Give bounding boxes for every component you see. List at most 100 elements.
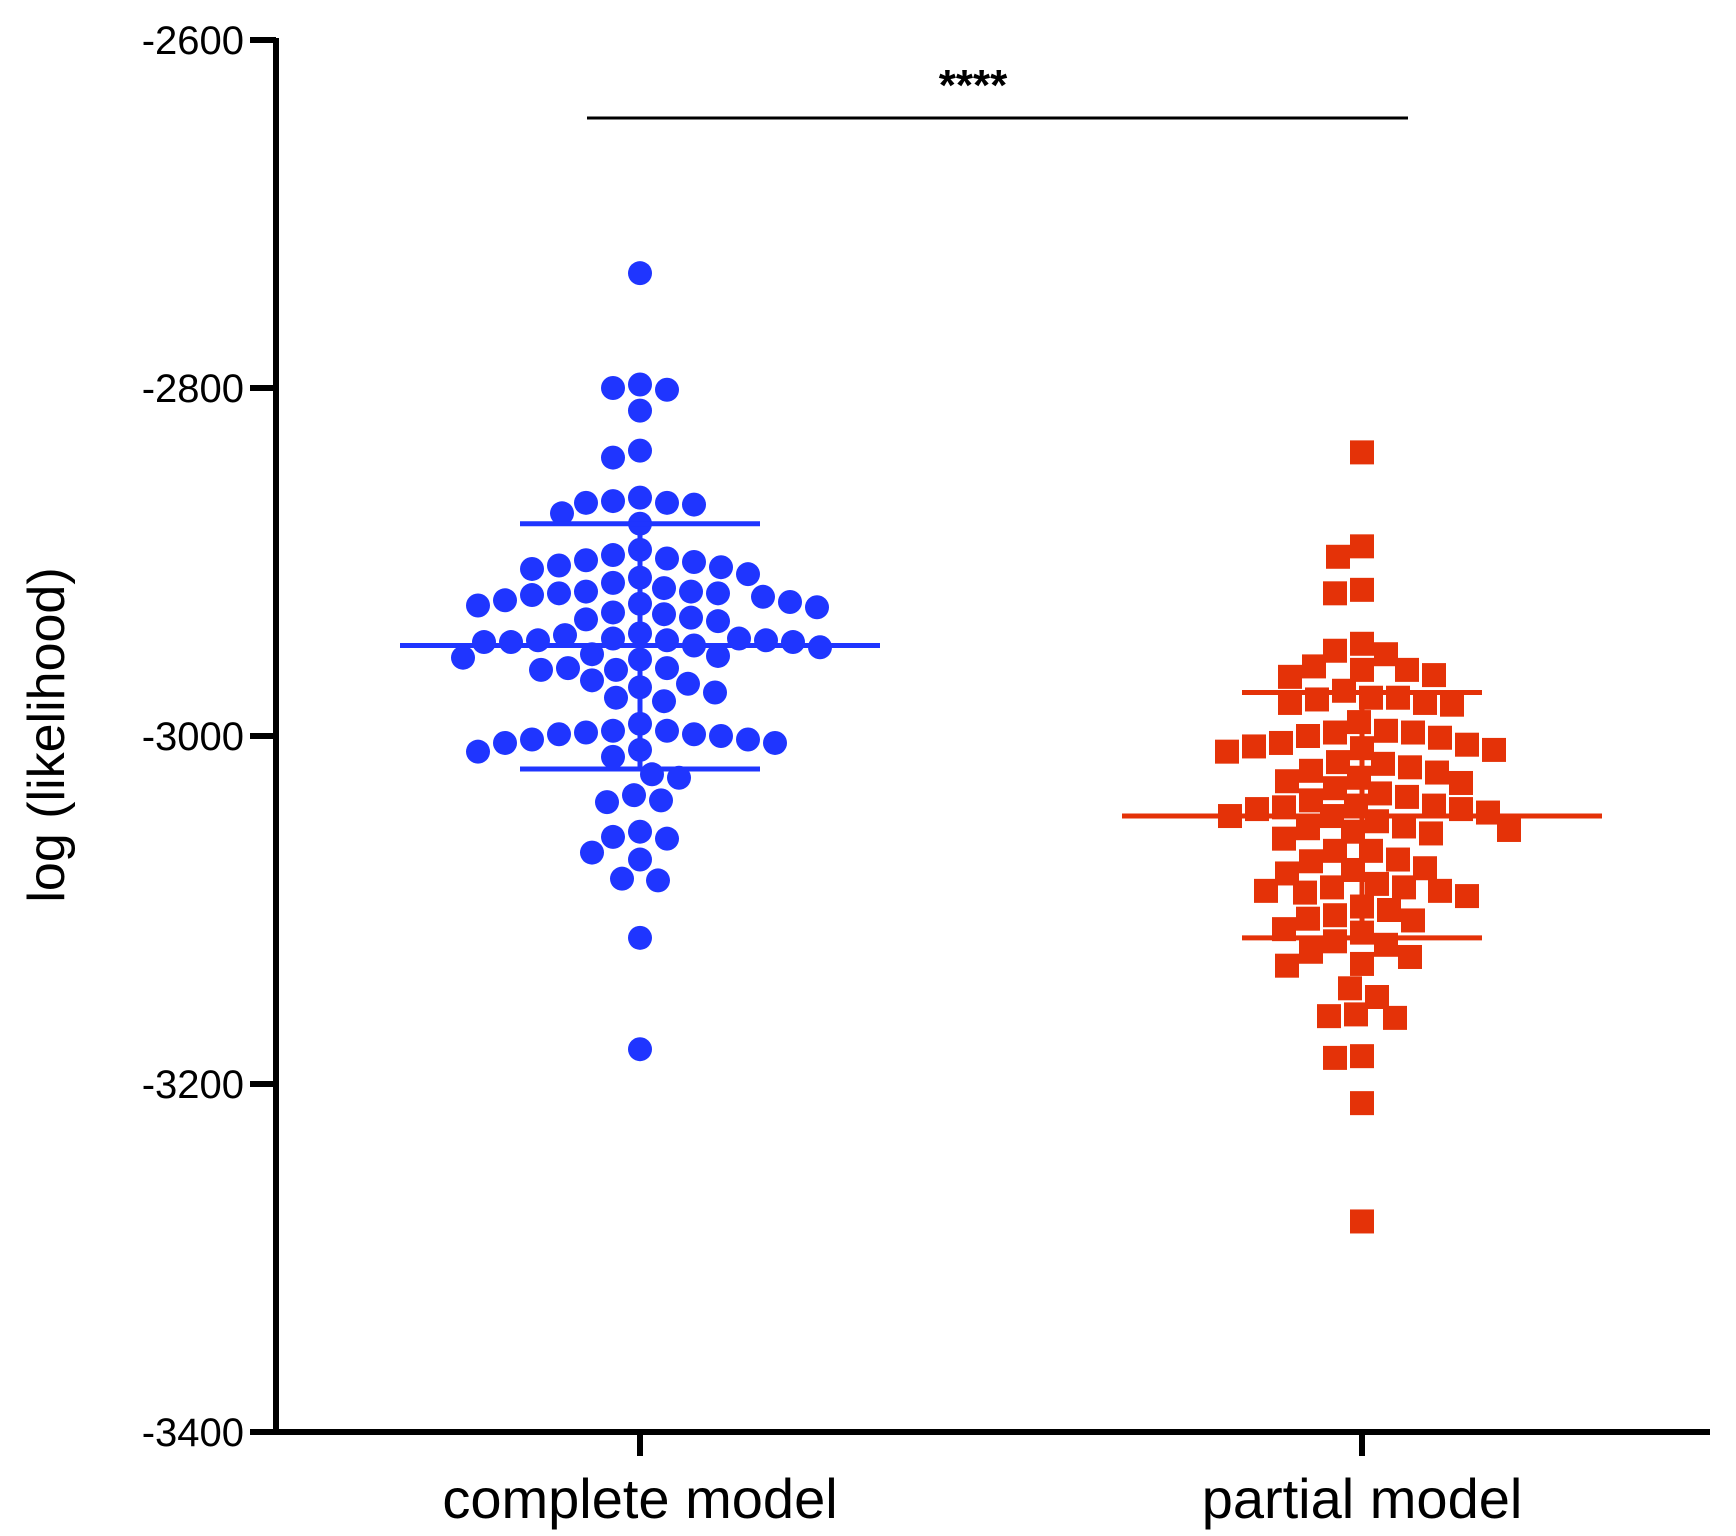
data-point-circle — [679, 579, 703, 604]
data-point-circle — [466, 739, 490, 764]
data-point-circle — [655, 628, 679, 653]
data-point-circle — [493, 730, 517, 755]
data-point-circle — [580, 642, 604, 667]
data-point-circle — [682, 492, 706, 517]
significance-bracket: **** — [587, 61, 1408, 120]
data-point-square — [1272, 826, 1296, 851]
data-point-circle — [751, 584, 775, 609]
data-point-square — [1368, 781, 1392, 806]
data-point-circle — [580, 668, 604, 693]
axes — [273, 38, 1710, 1435]
data-point-square — [1323, 581, 1347, 606]
data-point-square — [1296, 724, 1320, 748]
y-tick-label: -2600 — [142, 19, 244, 63]
data-point-circle — [601, 824, 625, 849]
data-point-square — [1413, 856, 1437, 881]
data-point-square — [1350, 1091, 1374, 1116]
data-points — [451, 261, 1521, 1234]
data-point-circle — [706, 581, 730, 606]
data-point-square — [1299, 758, 1323, 783]
data-point-square — [1395, 657, 1419, 682]
data-point-circle — [709, 555, 733, 580]
data-point-square — [1398, 755, 1422, 780]
data-point-square — [1326, 544, 1350, 569]
y-tick-label: -3200 — [142, 1063, 244, 1107]
data-point-circle — [805, 595, 829, 620]
data-point-circle — [601, 376, 625, 400]
data-point-circle — [553, 623, 577, 648]
data-point-square — [1377, 898, 1401, 922]
data-point-square — [1320, 875, 1344, 900]
data-point-circle — [706, 643, 730, 668]
data-point-circle — [682, 550, 706, 574]
data-point-circle — [652, 576, 676, 601]
data-point-square — [1215, 739, 1239, 764]
data-point-circle — [736, 727, 760, 752]
data-point-square — [1374, 718, 1398, 743]
y-tick-label: -3000 — [142, 715, 244, 759]
data-point-circle — [763, 730, 787, 755]
data-point-circle — [652, 689, 676, 714]
data-point-square — [1242, 734, 1266, 759]
data-point-circle — [466, 593, 490, 618]
data-point-square — [1347, 765, 1371, 790]
data-point-circle — [499, 630, 523, 655]
data-point-circle — [676, 671, 700, 696]
data-point-circle — [628, 398, 652, 423]
data-point-square — [1383, 1005, 1407, 1030]
data-point-circle — [604, 657, 628, 682]
data-point-square — [1371, 751, 1395, 776]
data-point-circle — [601, 744, 625, 769]
data-point-square — [1401, 908, 1425, 933]
data-point-square — [1326, 750, 1350, 775]
data-point-circle — [595, 790, 619, 815]
data-point-circle — [580, 840, 604, 865]
data-point-circle — [778, 590, 802, 615]
data-point-square — [1401, 720, 1425, 745]
data-point-circle — [601, 570, 625, 595]
data-point-square — [1365, 809, 1389, 834]
data-point-circle — [655, 377, 679, 402]
data-point-circle — [556, 656, 580, 681]
data-point-square — [1398, 944, 1422, 969]
data-point-circle — [655, 546, 679, 571]
data-point-circle — [628, 485, 652, 510]
data-point-square — [1317, 1004, 1341, 1029]
data-point-circle — [472, 630, 496, 655]
data-point-square — [1296, 906, 1320, 931]
data-point-circle — [628, 925, 652, 950]
data-point-square — [1386, 685, 1410, 710]
data-point-circle — [574, 720, 598, 745]
data-point-square — [1299, 788, 1323, 813]
data-point-square — [1455, 732, 1479, 757]
data-point-square — [1323, 1045, 1347, 1070]
data-point-circle — [520, 556, 544, 581]
data-point-circle — [655, 718, 679, 743]
data-point-circle — [601, 543, 625, 568]
data-point-square — [1428, 878, 1452, 903]
data-point-square — [1422, 663, 1446, 688]
data-point-circle — [682, 722, 706, 747]
data-point-square — [1395, 784, 1419, 809]
data-point-circle — [574, 548, 598, 573]
y-tick-label: -3400 — [142, 1411, 244, 1455]
data-point-square — [1350, 1044, 1374, 1069]
data-point-circle — [574, 490, 598, 515]
data-point-square — [1350, 577, 1374, 602]
x-tick-label: partial model — [1202, 1467, 1523, 1530]
y-ticks: -2600 -2800 -3000 -3200 -3400 — [142, 19, 276, 1455]
data-point-circle — [574, 607, 598, 632]
data-point-square — [1323, 838, 1347, 863]
data-point-square — [1374, 642, 1398, 667]
data-point-circle — [610, 866, 634, 891]
data-point-square — [1302, 654, 1326, 679]
data-point-circle — [526, 628, 550, 653]
data-point-square — [1386, 847, 1410, 872]
data-point-square — [1482, 737, 1506, 762]
data-point-square — [1299, 849, 1323, 874]
data-point-square — [1254, 878, 1278, 903]
data-point-circle — [667, 765, 691, 790]
data-point-circle — [601, 718, 625, 743]
data-point-square — [1347, 710, 1371, 735]
